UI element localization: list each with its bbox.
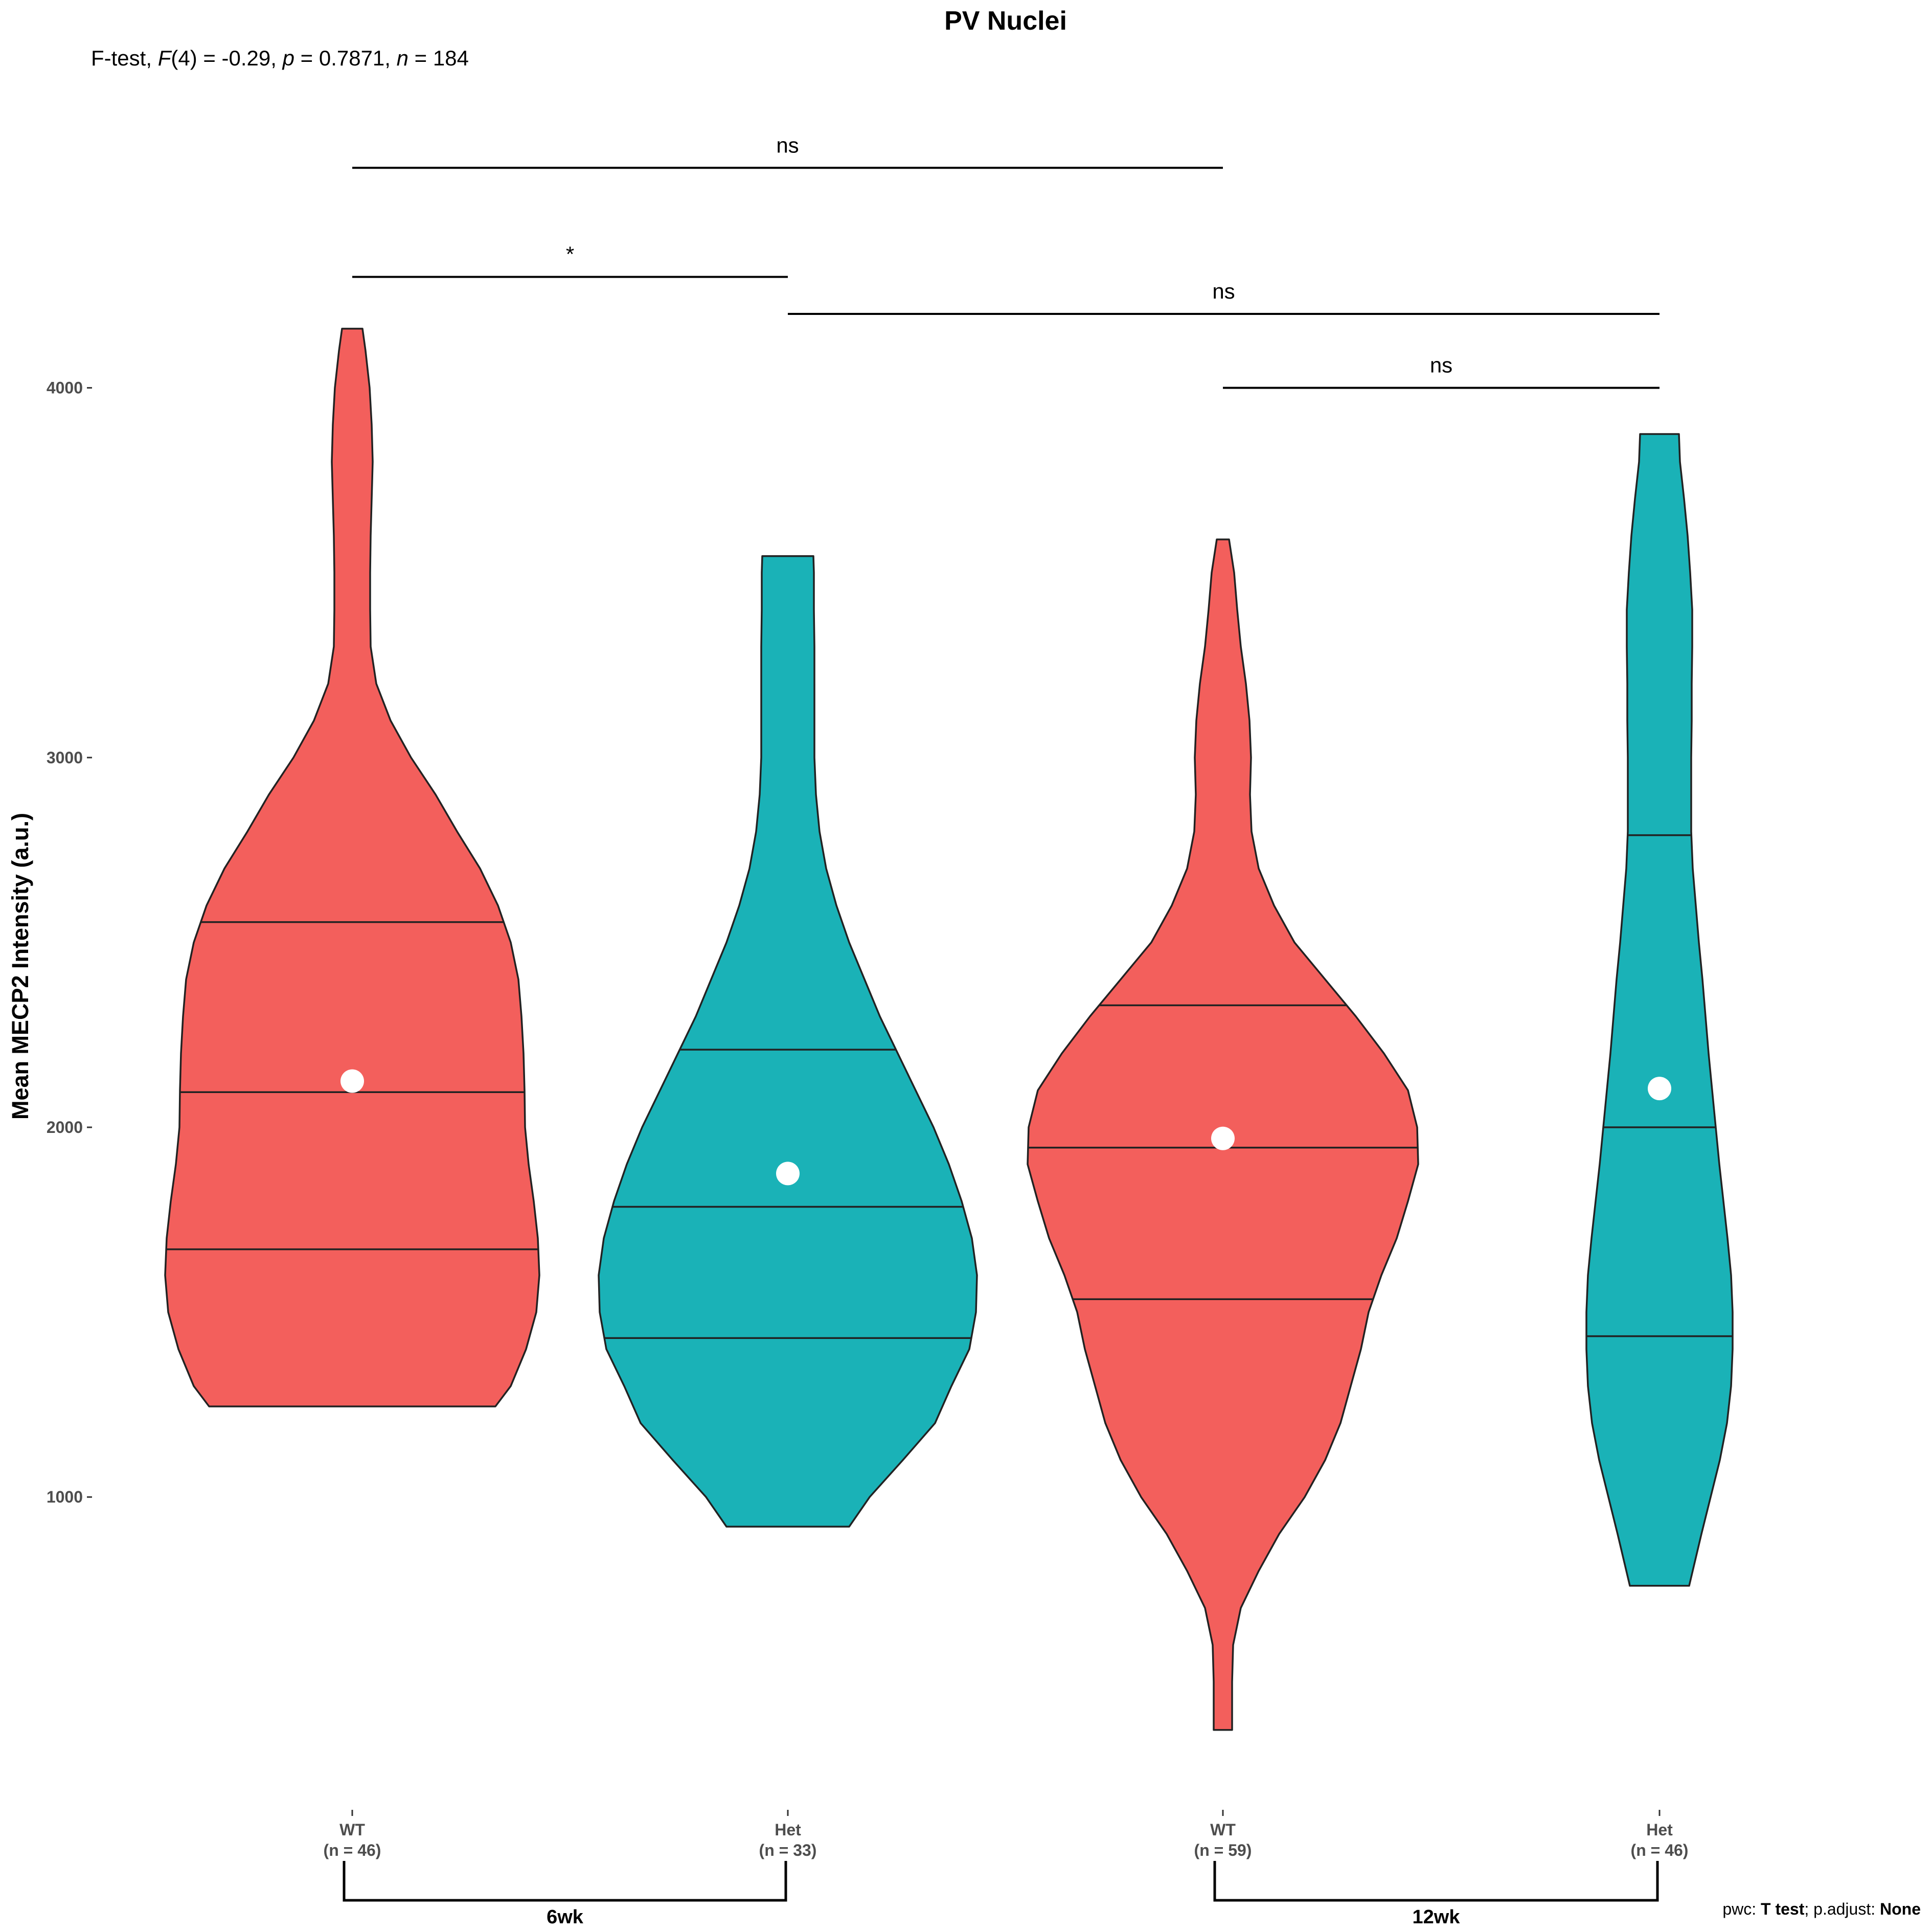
subtitle-part: n (397, 46, 408, 70)
mean-point (1648, 1077, 1671, 1101)
x-tick-n: (n = 59) (1194, 1841, 1252, 1859)
caption-part: T test (1761, 1900, 1805, 1918)
x-tick-n: (n = 46) (324, 1841, 381, 1859)
significance-label: ns (1430, 353, 1452, 377)
mean-point (340, 1069, 364, 1093)
x-axis: WT (n = 46) Het (n = 33) WT (n = 59) Het (n = 4… (324, 1810, 1689, 1859)
x-tick-genotype: WT (1210, 1821, 1236, 1839)
significance-label: ns (776, 133, 799, 157)
significance-brackets: ns * ns ns (352, 133, 1660, 389)
violin-body (164, 328, 540, 1407)
x-tick-n: (n = 46) (1631, 1841, 1689, 1859)
y-axis: 1000 2000 3000 4000 (47, 379, 92, 1506)
mean-point (776, 1162, 800, 1186)
chart-title: PV Nuclei (944, 6, 1067, 36)
subtitle-part: p (282, 46, 294, 70)
caption-part: None (1880, 1900, 1921, 1918)
subtitle-part: = 184 (408, 46, 469, 70)
violins (164, 328, 1734, 1731)
mean-point (1211, 1126, 1235, 1150)
subtitle-part: F (158, 46, 172, 70)
violin-body (598, 555, 978, 1528)
group-brackets: 6wk 12wk (343, 1861, 1659, 1928)
significance-label: * (566, 242, 574, 266)
group-bracket (1213, 1861, 1659, 1902)
x-tick-genotype: Het (775, 1821, 801, 1839)
group-bracket (343, 1861, 787, 1902)
violin-body (1585, 433, 1734, 1587)
subtitle-part: F-test, (91, 46, 158, 70)
y-tick-label: 3000 (47, 748, 83, 767)
chart-caption: pwc: T test; p.adjust: None (1722, 1900, 1921, 1918)
group-label: 6wk (547, 1906, 584, 1928)
x-tick-n: (n = 33) (759, 1841, 817, 1859)
x-tick-genotype: WT (339, 1821, 365, 1839)
y-axis-label: Mean MECP2 Intensity (a.u.) (7, 813, 33, 1120)
significance-label: ns (1212, 279, 1235, 303)
y-tick-label: 4000 (47, 379, 83, 397)
x-tick-genotype: Het (1646, 1821, 1673, 1839)
y-tick-label: 2000 (47, 1118, 83, 1137)
caption-part: pwc: (1722, 1900, 1761, 1918)
y-tick-label: 1000 (47, 1488, 83, 1506)
group-label: 12wk (1413, 1906, 1461, 1928)
subtitle-part: (4) = -0.29, (171, 46, 282, 70)
caption-part: ; p.adjust: (1804, 1900, 1880, 1918)
chart-subtitle: F-test, F(4) = -0.29, p = 0.7871, n = 18… (91, 46, 469, 70)
subtitle-part: = 0.7871, (294, 46, 397, 70)
